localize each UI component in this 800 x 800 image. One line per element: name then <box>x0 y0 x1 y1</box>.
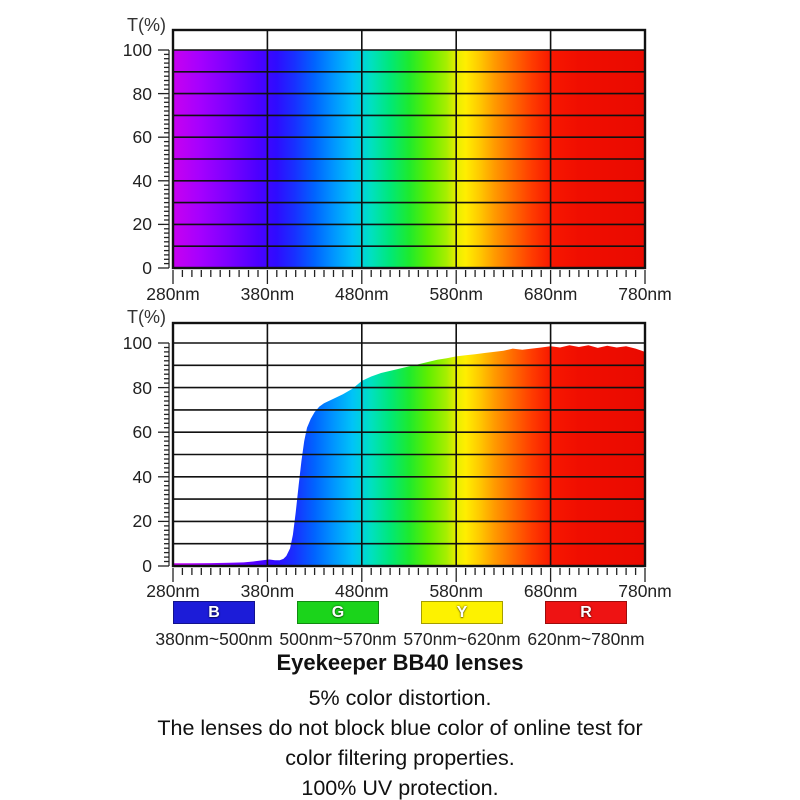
y-tick-label: 100 <box>123 333 152 353</box>
legend-item-yellow: Y 570nm~620nm <box>400 601 524 650</box>
legend-letter-y: Y <box>456 603 468 621</box>
x-axis-tick-labels: 280nm 380nm 480nm 580nm 680nm 780nm <box>146 581 672 601</box>
legend-item-red: R 620nm~780nm <box>524 601 648 650</box>
x-tick-label: 280nm <box>146 284 200 304</box>
legend-item-blue: B 380nm~500nm <box>152 601 276 650</box>
legend-item-green: G 500nm~570nm <box>276 601 400 650</box>
legend-letter-r: R <box>580 603 592 621</box>
x-tick-label: 680nm <box>524 581 578 601</box>
caption-title: Eyekeeper BB40 lenses <box>276 650 524 675</box>
plot-area <box>158 28 647 284</box>
legend-range-red: 620nm~780nm <box>527 629 645 649</box>
y-tick-label: 0 <box>142 556 152 576</box>
y-tick-label: 0 <box>142 258 152 278</box>
y-axis-title: T(%) <box>127 307 166 327</box>
y-tick-label: 80 <box>133 378 153 398</box>
y-axis-tick-labels: 0 20 40 60 80 100 <box>123 40 152 278</box>
caption: Eyekeeper BB40 lenses 5% color distortio… <box>0 650 800 800</box>
x-tick-label: 480nm <box>335 284 389 304</box>
y-tick-label: 40 <box>133 467 153 487</box>
caption-line: The lenses do not block blue color of on… <box>157 716 643 740</box>
x-tick-label: 280nm <box>146 581 200 601</box>
y-tick-label: 20 <box>133 214 153 234</box>
x-tick-label: 380nm <box>241 581 295 601</box>
y-tick-label: 100 <box>123 40 152 60</box>
legend-swatch-red: R <box>545 601 627 624</box>
legend-letter-b: B <box>208 603 220 621</box>
y-tick-label: 40 <box>133 171 153 191</box>
y-axis-tick-labels: 0 20 40 60 80 100 <box>123 333 152 576</box>
y-tick-label: 60 <box>133 127 153 147</box>
y-axis-title: T(%) <box>127 15 166 35</box>
legend-swatch-yellow: Y <box>421 601 503 624</box>
caption-line: 100% UV protection. <box>301 776 499 800</box>
legend-range-yellow: 570nm~620nm <box>403 629 521 649</box>
legend-range-blue: 380nm~500nm <box>155 629 273 649</box>
x-tick-label: 780nm <box>618 581 672 601</box>
caption-line: color filtering properties. <box>285 746 515 770</box>
x-tick-label: 580nm <box>429 581 483 601</box>
y-tick-label: 60 <box>133 422 153 442</box>
x-tick-label: 480nm <box>335 581 389 601</box>
chart-bb40-transmittance: T(%) 0 20 40 60 80 100 280nm 380nm 480nm… <box>123 307 672 601</box>
legend-swatch-green: G <box>297 601 379 624</box>
x-axis-tick-labels: 280nm 380nm 480nm 580nm 680nm 780nm <box>146 284 672 304</box>
x-tick-label: 680nm <box>524 284 578 304</box>
legend-range-green: 500nm~570nm <box>279 629 397 649</box>
legend-letter-g: G <box>331 603 345 621</box>
legend-swatch-blue: B <box>173 601 255 624</box>
plot-area <box>158 321 647 582</box>
caption-line: 5% color distortion. <box>308 686 492 710</box>
legend: B 380nm~500nm G 500nm~570nm Y 570nm~620n… <box>0 601 800 650</box>
x-tick-label: 380nm <box>241 284 295 304</box>
y-tick-label: 80 <box>133 84 153 104</box>
x-tick-label: 780nm <box>618 284 672 304</box>
x-tick-label: 580nm <box>429 284 483 304</box>
chart-unfiltered-spectrum: T(%) 0 20 40 60 80 100 280nm 380nm 480nm… <box>123 15 672 304</box>
y-tick-label: 20 <box>133 511 153 531</box>
